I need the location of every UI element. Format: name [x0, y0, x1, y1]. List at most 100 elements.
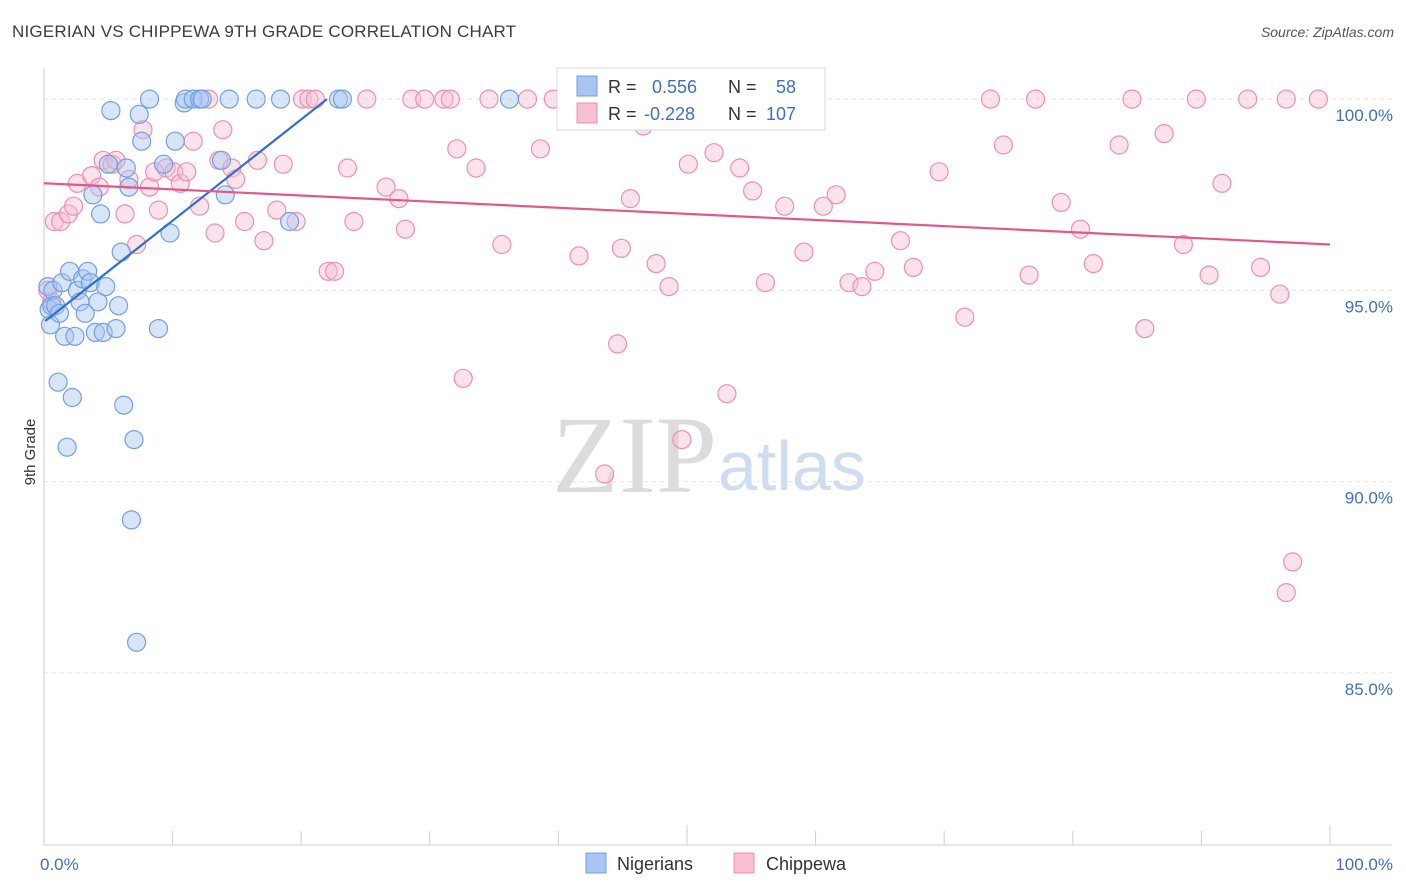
chippewa-point	[51, 211, 71, 232]
chippewa-point	[993, 135, 1014, 155]
nigerian-point	[280, 211, 300, 232]
nigerian-point	[93, 322, 113, 342]
chippewa-point	[325, 261, 345, 281]
chippewa-point	[127, 234, 147, 255]
chippewa-point	[1212, 173, 1232, 193]
chippewa-point	[1154, 124, 1174, 144]
chippewa-point	[1199, 265, 1219, 285]
chippewa-point	[357, 89, 377, 109]
chippewa-point	[1283, 552, 1303, 572]
nigerian-point	[106, 319, 126, 339]
chippewa-point	[1122, 89, 1142, 109]
nigerians-swatch	[576, 75, 598, 97]
chippewa-point	[704, 143, 724, 163]
legend-nigerians-swatch	[585, 852, 607, 874]
y-axis-label: 9th Grade	[22, 419, 39, 486]
chippewa-point	[205, 223, 225, 243]
chippewa-point	[865, 261, 885, 281]
chippewa-point	[63, 196, 84, 216]
chippewa-point	[273, 154, 293, 174]
chippewa-point	[678, 154, 698, 174]
chart-title: NIGERIAN VS CHIPPEWA 9TH GRADE CORRELATI…	[12, 22, 517, 41]
chippewa-point	[1019, 265, 1039, 285]
nigerian-point	[85, 322, 106, 342]
chippewa-point	[1238, 89, 1258, 109]
nigerian-point	[124, 430, 144, 450]
nigerian-point	[154, 154, 174, 174]
nigerian-point	[49, 303, 70, 323]
chippewa-point	[235, 211, 255, 232]
chippewa-point	[177, 162, 197, 182]
watermark-atlas: atlas	[718, 427, 866, 505]
chippewa-point	[595, 464, 615, 484]
chippewa-point	[717, 384, 737, 404]
chippewa-point	[299, 89, 319, 109]
chippewa-point	[337, 158, 358, 178]
chippewa-point	[569, 246, 589, 266]
nigerian-point	[57, 437, 77, 457]
chippewa-n-value: 107	[766, 104, 796, 124]
chippewa-trend-line	[43, 182, 1331, 246]
chippewa-point	[1270, 284, 1290, 304]
nigerian-point	[211, 150, 232, 170]
chippewa-point	[305, 89, 325, 109]
chippewa-point	[170, 173, 190, 193]
chippewa-point	[659, 277, 679, 297]
chippewa-point	[775, 196, 795, 216]
nigerian-point	[38, 277, 58, 297]
nigerian-point	[175, 89, 196, 109]
nigerian-point	[271, 89, 291, 109]
nigerian-point	[215, 185, 235, 205]
chippewa-point	[492, 234, 512, 255]
chippewa-point	[980, 89, 1001, 109]
y-tick-label: 90.0%	[1345, 489, 1393, 508]
chippewa-r-label: R =	[608, 104, 637, 124]
nigerian-point	[96, 277, 116, 297]
chippewa-point	[376, 177, 396, 197]
chippewa-point	[1083, 254, 1104, 274]
nigerians-r-label: R =	[608, 77, 637, 97]
chippewa-point	[607, 334, 628, 354]
gridlines	[44, 98, 1392, 674]
nigerian-point	[98, 154, 118, 174]
chippewa-point	[955, 307, 975, 327]
axes	[43, 68, 1392, 846]
nigerian-point	[246, 89, 266, 109]
chippewa-point	[267, 200, 287, 220]
chippewa-point	[447, 139, 467, 159]
nigerian-point	[114, 395, 134, 415]
chippewa-points	[38, 89, 1329, 603]
chippewa-point	[1308, 89, 1329, 109]
nigerian-point	[108, 296, 129, 316]
nigerian-point	[78, 261, 98, 281]
trend-lines	[43, 98, 1331, 322]
nigerian-point	[116, 158, 136, 178]
nigerian-point	[219, 89, 239, 109]
nigerian-point	[165, 131, 185, 151]
chippewa-point	[148, 200, 169, 220]
chippewa-point	[479, 89, 499, 109]
chippewa-point	[434, 89, 454, 109]
nigerian-point	[88, 292, 108, 312]
nigerian-point	[83, 185, 103, 205]
chippewa-point	[213, 120, 233, 140]
x-tick-label: 0.0%	[40, 855, 79, 874]
chippewa-point	[742, 181, 763, 201]
chippewa-point	[1135, 319, 1155, 339]
chippewa-swatch	[576, 102, 598, 124]
chippewa-point	[1186, 89, 1206, 109]
legend-chippewa-swatch	[733, 852, 755, 874]
y-tick-label: 85.0%	[1345, 680, 1393, 699]
nigerian-point	[101, 100, 121, 121]
chippewa-point	[183, 131, 203, 151]
chippewa-point	[530, 139, 551, 159]
chippewa-point	[440, 89, 460, 109]
chippewa-point	[813, 196, 833, 216]
chippewa-point	[646, 254, 666, 274]
nigerian-point	[48, 372, 68, 392]
chippewa-point	[1051, 192, 1071, 212]
nigerians-r-value: 0.556	[652, 77, 697, 97]
chippewa-point	[286, 211, 306, 232]
nigerian-point	[62, 387, 82, 408]
